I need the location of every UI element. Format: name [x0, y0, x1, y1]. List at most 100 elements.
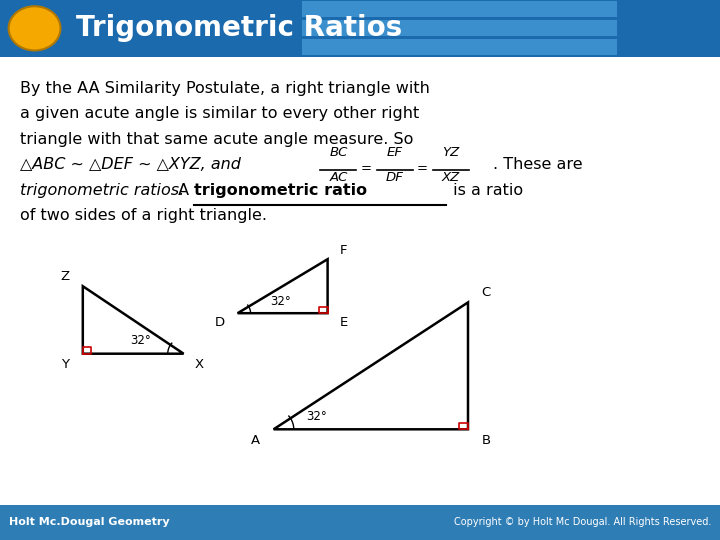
Bar	[590, 20, 599, 36]
Text: A: A	[173, 183, 194, 198]
Bar	[410, 1, 419, 17]
Bar	[302, 39, 311, 55]
Bar	[410, 20, 419, 36]
Bar	[582, 39, 590, 55]
Bar	[500, 1, 508, 17]
Text: AC: AC	[329, 171, 348, 184]
Bar	[320, 1, 328, 17]
Bar	[365, 39, 374, 55]
Bar	[0, 505, 720, 540]
Bar	[383, 20, 392, 36]
Text: Z: Z	[60, 270, 69, 283]
Text: X: X	[195, 358, 204, 371]
Text: Copyright © by Holt Mc Dougal. All Rights Reserved.: Copyright © by Holt Mc Dougal. All Right…	[454, 517, 711, 528]
Bar	[464, 39, 473, 55]
Bar	[456, 1, 464, 17]
Bar	[438, 1, 446, 17]
Bar	[347, 20, 356, 36]
Text: 32°: 32°	[270, 295, 291, 308]
Bar	[608, 39, 616, 55]
Bar	[491, 39, 500, 55]
Bar	[347, 1, 356, 17]
Bar	[338, 39, 347, 55]
Bar	[554, 20, 563, 36]
Bar	[482, 1, 491, 17]
Bar	[599, 39, 608, 55]
Bar	[365, 1, 374, 17]
Bar	[320, 20, 328, 36]
Bar	[446, 20, 455, 36]
Bar	[311, 20, 320, 36]
Bar	[510, 39, 518, 55]
Bar	[356, 20, 364, 36]
Text: BC: BC	[329, 146, 348, 159]
Bar	[456, 39, 464, 55]
Bar	[582, 1, 590, 17]
Text: E: E	[339, 316, 348, 329]
Bar	[599, 1, 608, 17]
Bar	[500, 39, 508, 55]
Text: of two sides of a right triangle.: of two sides of a right triangle.	[20, 208, 267, 223]
Bar	[590, 39, 599, 55]
Bar	[546, 20, 554, 36]
Text: Y: Y	[60, 358, 69, 371]
Text: a given acute angle is similar to every other right: a given acute angle is similar to every …	[20, 106, 420, 122]
Bar	[572, 39, 580, 55]
Text: trigonometric ratios.: trigonometric ratios.	[20, 183, 184, 198]
Bar	[474, 20, 482, 36]
Bar	[554, 1, 563, 17]
Bar	[572, 20, 580, 36]
Bar	[608, 20, 616, 36]
Text: 32°: 32°	[306, 410, 327, 423]
Bar	[428, 39, 436, 55]
Ellipse shape	[9, 6, 60, 50]
Bar	[563, 20, 572, 36]
Bar	[491, 20, 500, 36]
Bar	[356, 39, 364, 55]
Bar	[438, 20, 446, 36]
Bar	[536, 39, 544, 55]
Text: B: B	[482, 434, 490, 447]
Bar	[410, 39, 419, 55]
Bar	[527, 39, 536, 55]
Text: =: =	[416, 163, 428, 176]
Text: triangle with that same acute angle measure. So: triangle with that same acute angle meas…	[20, 132, 413, 147]
Bar	[392, 1, 400, 17]
Bar	[546, 1, 554, 17]
Bar	[311, 39, 320, 55]
Bar	[419, 1, 428, 17]
Bar	[474, 1, 482, 17]
Bar	[311, 1, 320, 17]
Bar	[572, 1, 580, 17]
Text: By the AA Similarity Postulate, a right triangle with: By the AA Similarity Postulate, a right …	[20, 81, 430, 96]
Text: XZ: XZ	[441, 171, 460, 184]
Bar	[590, 1, 599, 17]
Bar	[419, 39, 428, 55]
Bar	[482, 39, 491, 55]
Text: is a ratio: is a ratio	[448, 183, 523, 198]
Bar	[330, 20, 338, 36]
Bar	[608, 1, 616, 17]
Bar	[527, 20, 536, 36]
Bar	[518, 20, 526, 36]
Bar	[0, 0, 720, 57]
Bar	[338, 20, 347, 36]
Bar	[374, 1, 383, 17]
Text: . These are: . These are	[493, 157, 582, 172]
Text: DF: DF	[386, 171, 403, 184]
Bar	[518, 1, 526, 17]
Bar	[383, 39, 392, 55]
Bar	[338, 1, 347, 17]
Bar	[518, 39, 526, 55]
Bar	[446, 1, 455, 17]
Bar	[582, 20, 590, 36]
Text: =: =	[360, 163, 372, 176]
Text: C: C	[482, 286, 490, 299]
Bar	[491, 1, 500, 17]
Bar	[482, 20, 491, 36]
Text: EF: EF	[387, 146, 402, 159]
Bar	[563, 1, 572, 17]
Bar	[563, 39, 572, 55]
Bar	[374, 20, 383, 36]
Bar	[546, 39, 554, 55]
